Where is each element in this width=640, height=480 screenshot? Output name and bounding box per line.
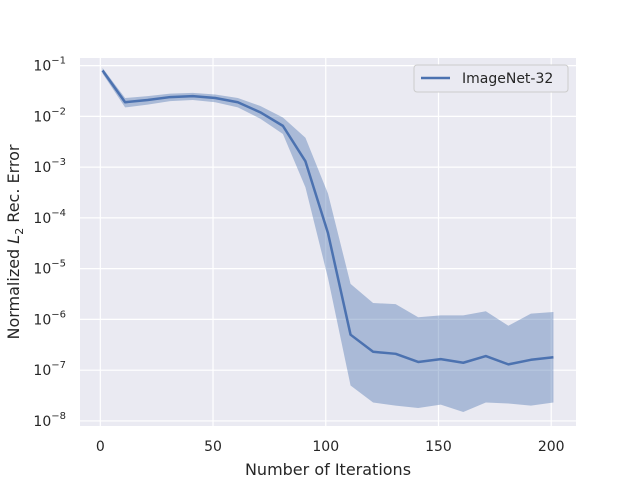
y-tick-label: 10−4 [33, 208, 66, 227]
y-tick-label: 10−2 [33, 106, 66, 125]
y-tick-labels: 10−1 10−2 10−3 10−4 10−5 10−6 10−7 10−8 [33, 56, 66, 430]
x-tick-label: 200 [538, 439, 565, 455]
x-tick-label: 150 [425, 439, 452, 455]
x-tick-labels: 0 50 100 150 200 [96, 439, 565, 455]
y-tick-label: 10−3 [33, 157, 66, 176]
y-tick-label: 10−1 [33, 56, 66, 75]
y-axis-title: Normalized L2 Rec. Error [4, 144, 26, 339]
y-tick-label: 10−8 [33, 411, 66, 430]
x-tick-label: 0 [96, 439, 105, 455]
x-tick-label: 100 [312, 439, 339, 455]
y-tick-label: 10−5 [33, 259, 66, 278]
confidence-band [102, 67, 554, 412]
confidence-band-area [102, 67, 554, 412]
grid [80, 58, 576, 426]
legend: ImageNet-32 [413, 64, 569, 93]
x-tick-label: 50 [204, 439, 222, 455]
series-line-imagenet-32 [101, 69, 554, 366]
y-tick-label: 10−6 [33, 309, 66, 328]
x-axis-title: Number of Iterations [245, 460, 411, 479]
legend-label-imagenet-32: ImageNet-32 [462, 71, 553, 87]
legend-box [413, 64, 569, 93]
plot-background [80, 58, 576, 426]
y-tick-label: 10−7 [33, 360, 66, 379]
series-lines [101, 69, 554, 366]
